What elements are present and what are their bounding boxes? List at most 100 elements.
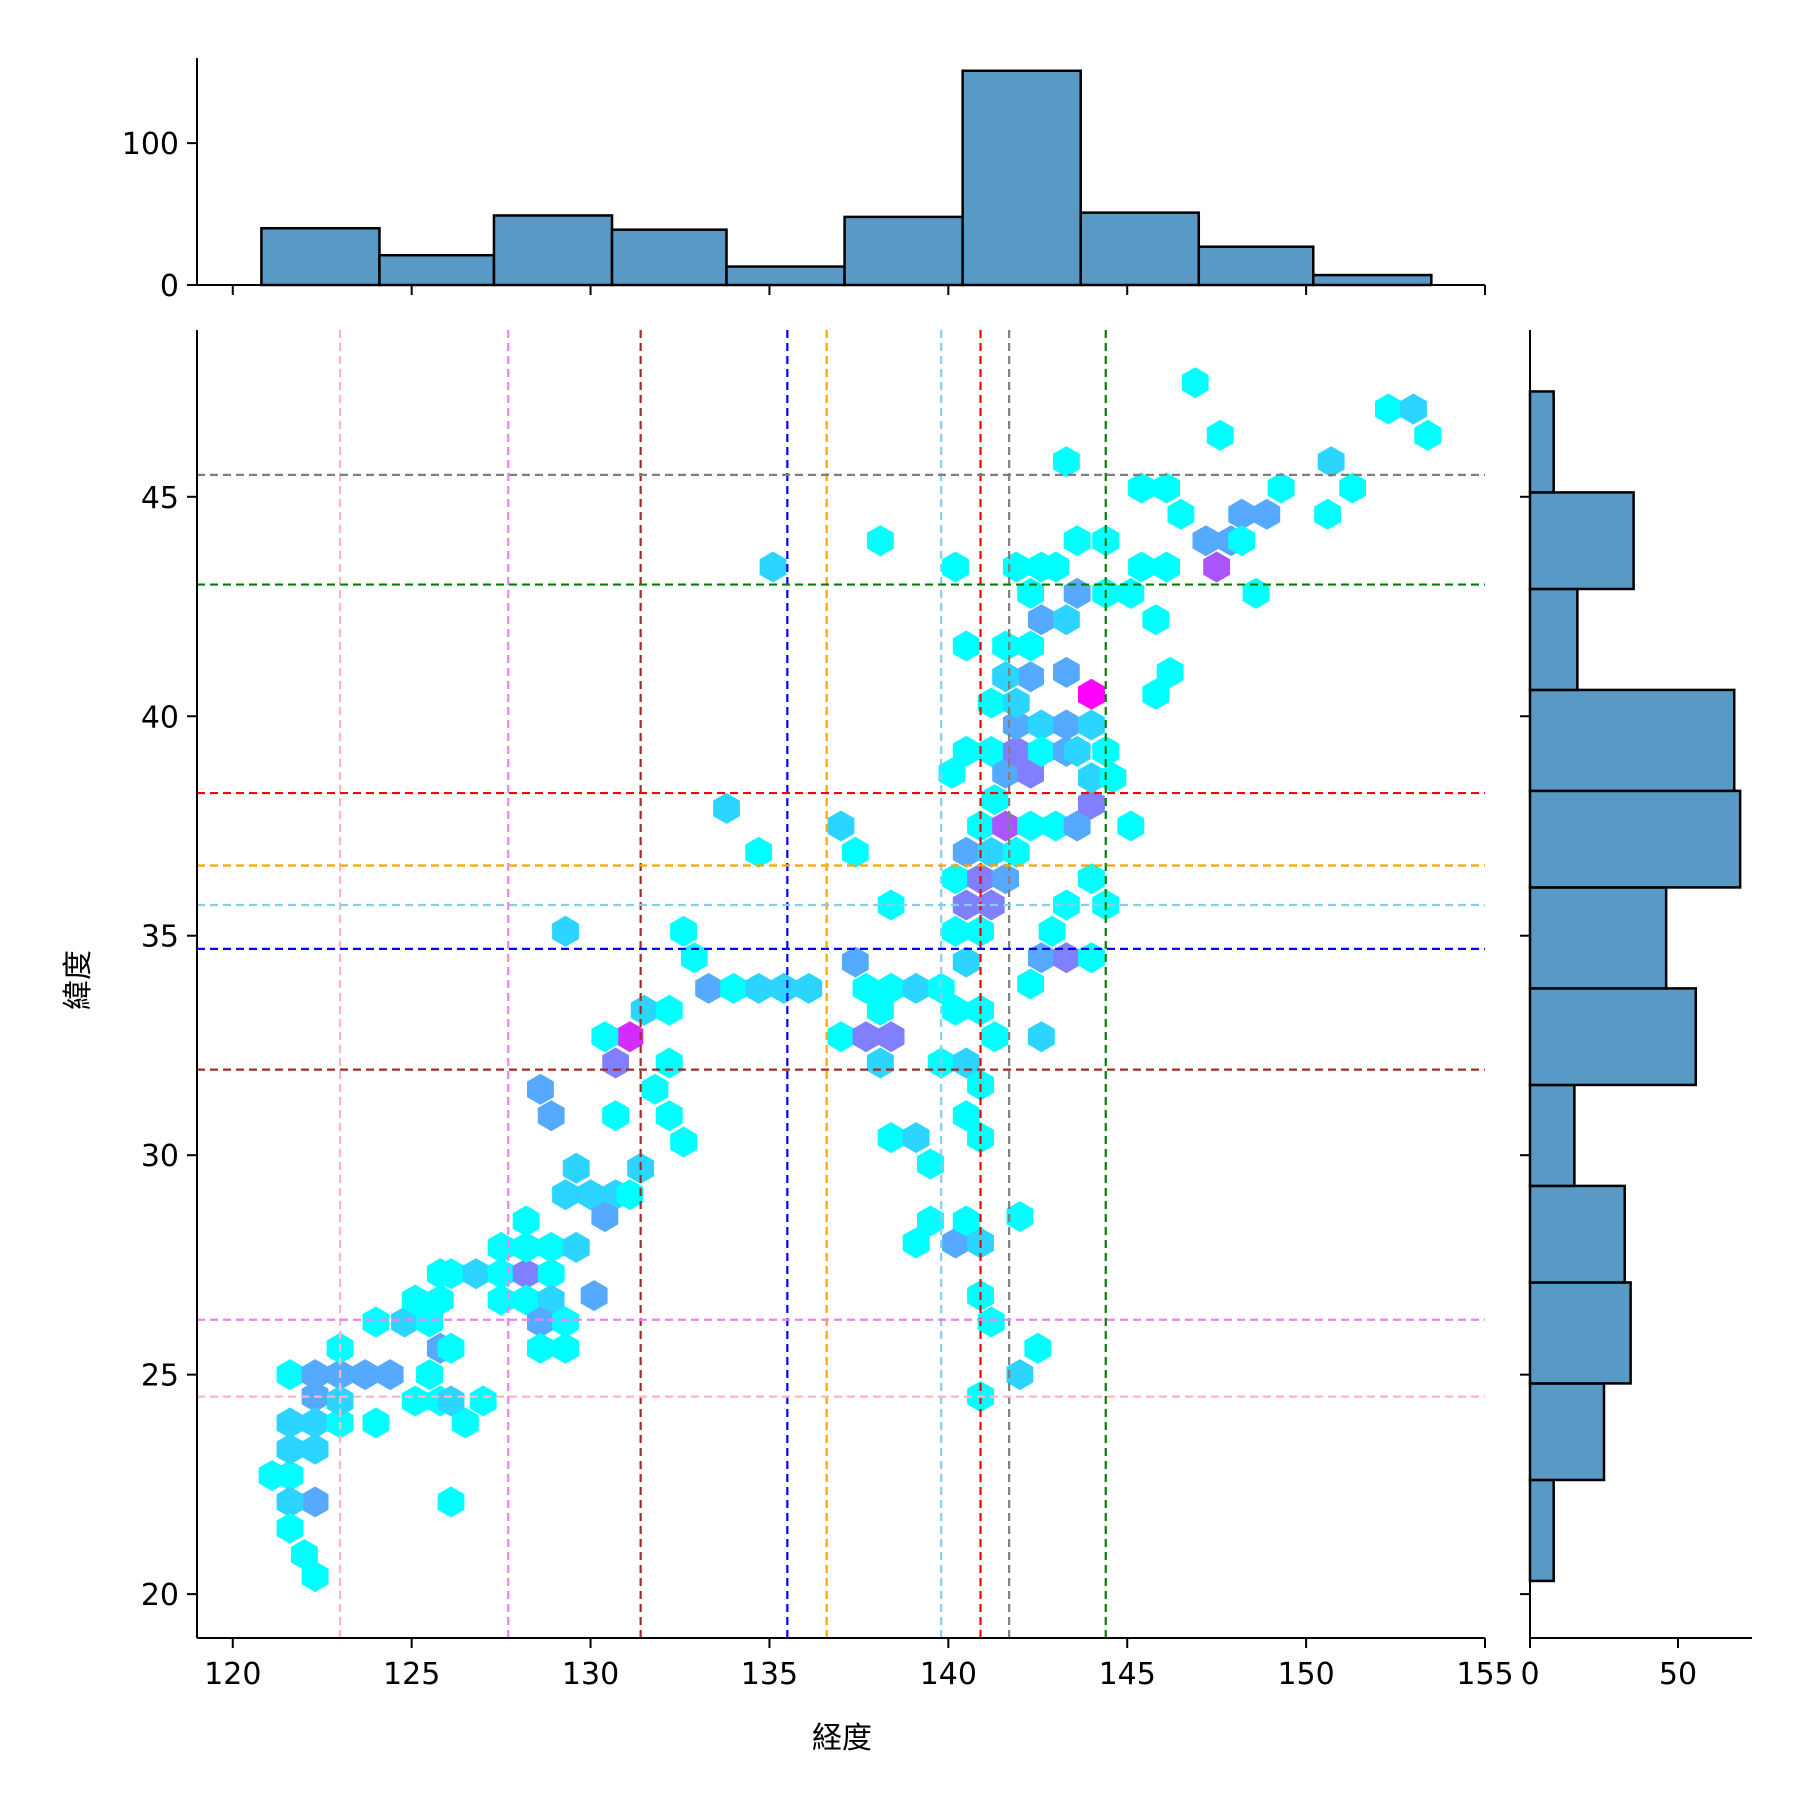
hexbin-cell <box>437 1385 465 1417</box>
hexbin-cell <box>276 1407 304 1439</box>
hexbin-cell <box>1078 863 1105 895</box>
hexbin-cell <box>952 1047 980 1079</box>
hexbin-cell <box>655 1100 683 1132</box>
hexbin-cell <box>487 1284 515 1316</box>
right-hist-x-tick-label: 0 <box>1520 1657 1539 1692</box>
hexbin-cell <box>1317 446 1345 478</box>
hexbin-cell <box>917 1205 944 1237</box>
hexbin-cell <box>1242 577 1270 609</box>
right-hist-bar <box>1528 587 1579 692</box>
hexbin-cell <box>877 1122 905 1154</box>
hexbin-cell <box>512 1258 540 1290</box>
hexbin-cell <box>759 551 787 583</box>
hexbin-cell <box>866 525 894 557</box>
hexbin-layer <box>258 367 1442 1593</box>
hexbin-cell <box>942 551 969 583</box>
hexbin-cell <box>1167 498 1195 530</box>
right-hist-bar <box>1528 987 1698 1087</box>
hexbin-cell <box>1006 1359 1034 1391</box>
top-hist-bar <box>492 214 614 287</box>
hexbin-cell <box>1153 551 1180 583</box>
hexbin-cell <box>1053 709 1080 741</box>
hexbin-cell <box>992 757 1019 789</box>
hexbin-cell <box>992 661 1019 693</box>
hexbin-cell <box>276 1433 304 1465</box>
hexbin-cell <box>1142 604 1170 636</box>
hexbin-cell <box>1117 577 1145 609</box>
x-tick-label: 125 <box>383 1657 440 1692</box>
hexbin-cell <box>670 1126 697 1158</box>
hexbin-cell <box>1267 472 1295 504</box>
hexbin-cell <box>437 1332 465 1364</box>
hexbin-cell <box>655 994 683 1026</box>
hexbin-cell <box>992 630 1019 662</box>
hexbin-cell <box>695 972 722 1004</box>
hexbin-cell <box>1017 810 1044 842</box>
y-tick-label: 30 <box>141 1139 179 1174</box>
hexbin-cell <box>487 1231 515 1263</box>
hexbin-cell <box>616 1021 644 1053</box>
hexbin-cell <box>301 1359 329 1391</box>
hexbin-cell <box>713 792 740 824</box>
hexbin-cell <box>1017 968 1044 1000</box>
right-hist-bar <box>1528 390 1555 494</box>
top-hist-bar <box>378 253 496 287</box>
hexbin-cell <box>301 1486 329 1518</box>
hexbin-cell <box>1128 472 1155 504</box>
hexbin-cell <box>952 836 980 868</box>
y-tick-label: 35 <box>141 920 179 955</box>
hexbin-cell <box>1192 525 1220 557</box>
main-axes: 120 125 130 135 140 145 150 155 20 25 30 35 40 45 <box>141 330 1514 1692</box>
hexbin-cell <box>927 972 955 1004</box>
hexbin-cell <box>977 836 1005 868</box>
y-axis-label: 緯度 <box>61 950 96 1010</box>
hexbin-cell <box>1002 687 1030 719</box>
hexbin-cell <box>401 1385 429 1417</box>
y-tick-label: 25 <box>141 1359 179 1394</box>
hexbin-cell <box>1053 656 1080 688</box>
hexbin-cell <box>276 1512 304 1544</box>
hexbin-cell <box>1027 604 1055 636</box>
hexbin-cell <box>416 1359 443 1391</box>
hexbin-cell <box>426 1258 454 1290</box>
hexbin-cell <box>952 1205 980 1237</box>
hexbin-cell <box>580 1280 608 1312</box>
hexbin-cell <box>602 1100 629 1132</box>
top-hist-y-tick-label: 100 <box>122 127 179 162</box>
hexbin-cell <box>1027 735 1055 767</box>
hexbin-cell <box>512 1231 540 1263</box>
hexbin-cell <box>362 1306 390 1338</box>
right-hist-x-tick-label: 50 <box>1659 1657 1697 1692</box>
x-axis-label: 経度 <box>812 1721 872 1756</box>
reference-lines <box>197 330 1485 1638</box>
hexbin-cell <box>462 1258 490 1290</box>
hexbin-cell <box>1017 661 1044 693</box>
hexbin-cell <box>301 1561 329 1593</box>
hexbin-cell <box>276 1486 304 1518</box>
hexbin-cell <box>351 1359 379 1391</box>
hexbin-cell <box>1078 942 1105 974</box>
hexbin-cell <box>416 1306 443 1338</box>
hexbin-cell <box>537 1231 565 1263</box>
hexbin-cell <box>952 1100 980 1132</box>
hexbin-cell <box>1128 551 1155 583</box>
hexbin-cell <box>290 1539 318 1571</box>
hexbin-cell <box>866 994 894 1026</box>
hexbin-cell <box>1078 678 1105 710</box>
hexbin-cell <box>1414 419 1442 451</box>
hexbin-cell <box>1053 889 1080 921</box>
top-hist-y-tick-label: 0 <box>160 269 179 304</box>
hexbin-cell <box>1063 525 1091 557</box>
hexbin-cell <box>469 1385 497 1417</box>
hexbin-cell <box>552 1306 579 1338</box>
hexbin-cell <box>942 1227 969 1259</box>
hexbin-cell <box>537 1284 565 1316</box>
hexbin-cell <box>1400 393 1427 425</box>
hexbin-cell <box>981 1021 1009 1053</box>
hexbin-cell <box>1314 498 1341 530</box>
x-tick-label: 140 <box>920 1657 977 1692</box>
right-marginal-histogram: 0 50 <box>1520 330 1752 1692</box>
hexbin-cell <box>1053 942 1080 974</box>
hexbin-cell <box>877 1021 905 1053</box>
